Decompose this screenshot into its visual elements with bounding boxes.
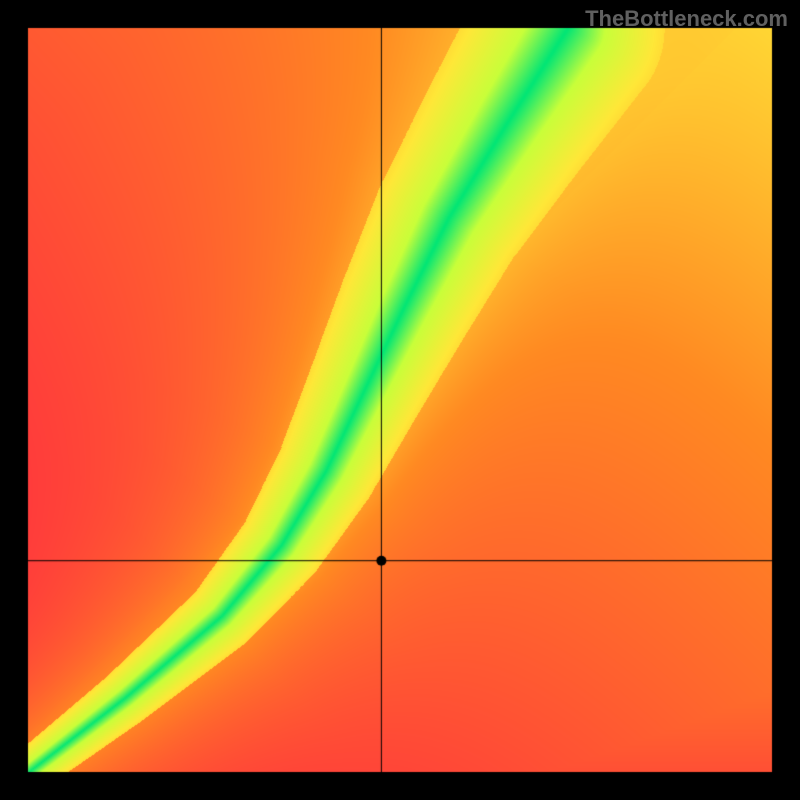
heatmap-canvas (0, 0, 800, 800)
chart-container: TheBottleneck.com (0, 0, 800, 800)
attribution-text: TheBottleneck.com (585, 6, 788, 32)
